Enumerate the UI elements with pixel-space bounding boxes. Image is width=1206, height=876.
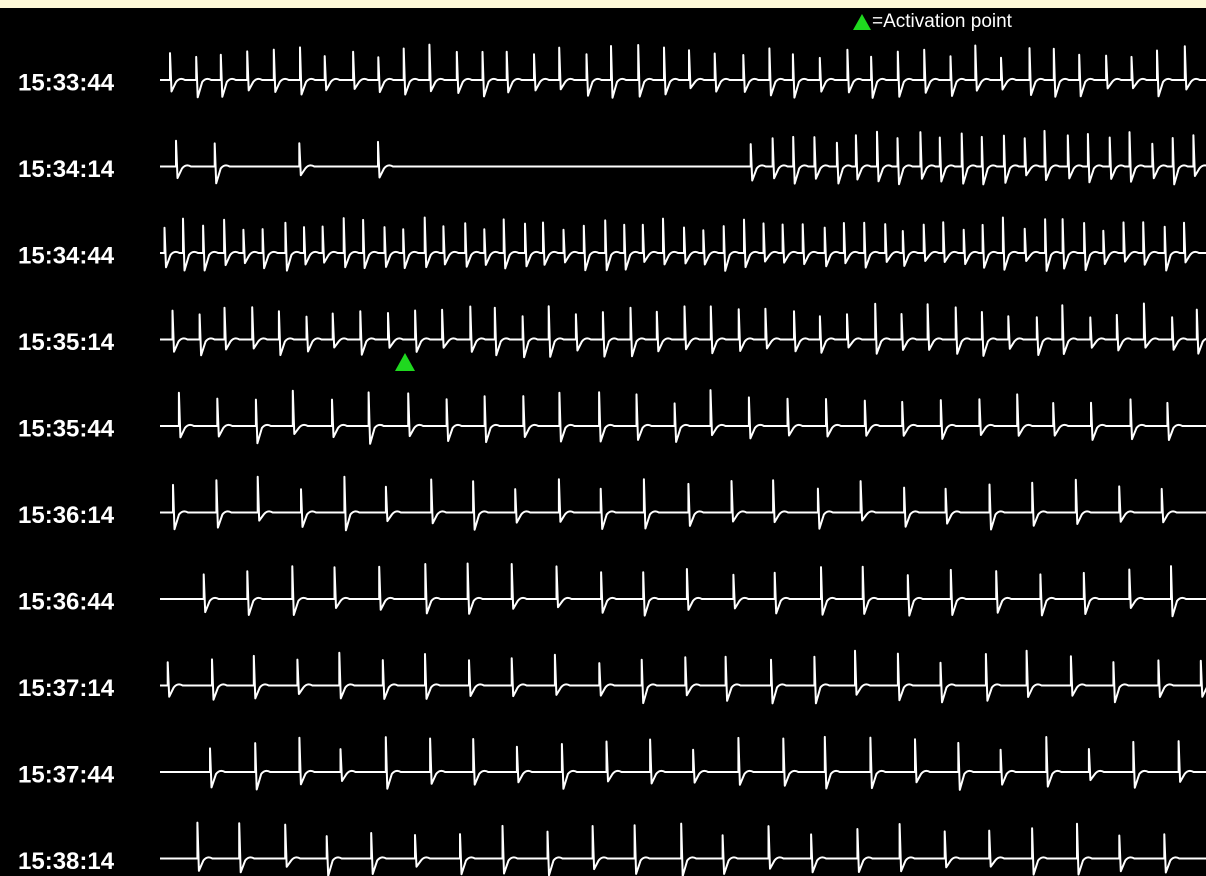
ecg-trace (160, 129, 1206, 186)
ecg-trace (160, 821, 1206, 876)
legend-label: =Activation point (872, 11, 1013, 32)
activation-marker (395, 353, 415, 371)
ecg-trace (160, 216, 1206, 272)
ecg-trace (160, 302, 1206, 359)
ecg-trace (160, 475, 1206, 532)
row-time: 15:34:44 (18, 242, 115, 269)
row-time: 15:35:14 (18, 329, 115, 356)
row-time: 15:37:14 (18, 675, 115, 702)
top-border (0, 0, 1206, 8)
row-time: 15:38:14 (18, 848, 115, 875)
strips: 15:33:44 15:34:14 15:34:44 15:35:14 15:35:44… (18, 43, 1206, 876)
ecg-trace (160, 43, 1206, 99)
row-time: 15:37:44 (18, 761, 115, 788)
row-time: 15:36:14 (18, 502, 115, 529)
legend-marker (853, 14, 871, 30)
ecg-trace (160, 649, 1206, 705)
row-time: 15:33:44 (18, 69, 115, 96)
ecg-trace (160, 735, 1206, 791)
ecg-trace (160, 389, 1206, 445)
row-time: 15:36:44 (18, 588, 115, 615)
row-time: 15:34:14 (18, 156, 115, 183)
row-time: 15:35:44 (18, 415, 115, 442)
ecg-trace (160, 562, 1206, 618)
